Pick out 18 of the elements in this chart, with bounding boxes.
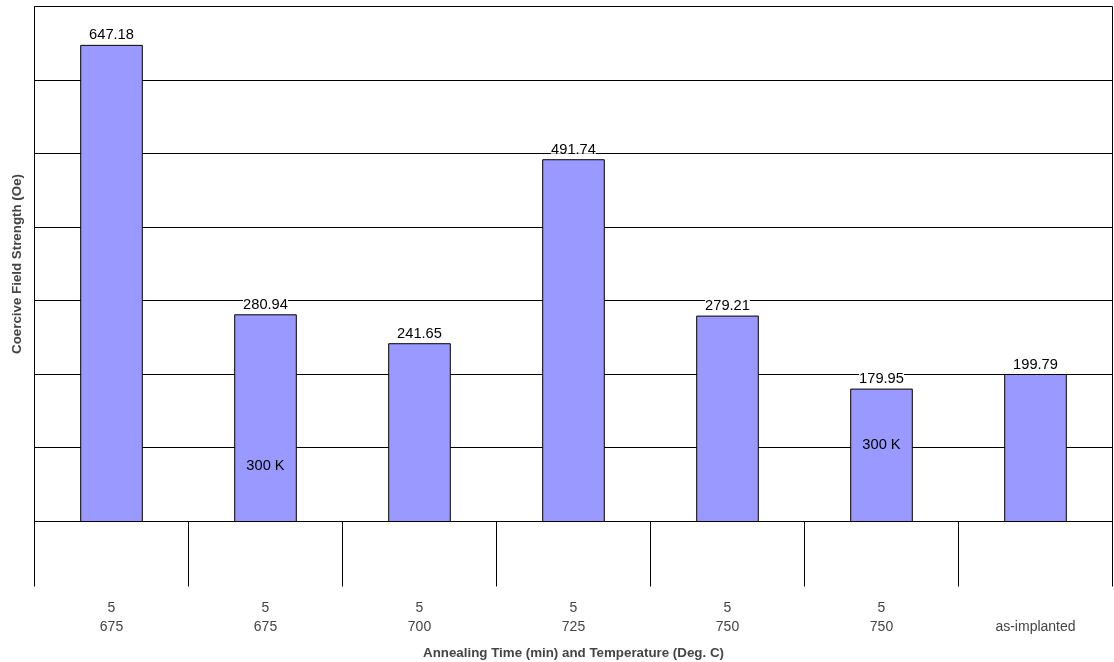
data-label: 491.74 — [551, 140, 596, 157]
data-label: 279.21 — [705, 297, 750, 314]
x-tick-label: 5 675 — [253, 598, 278, 634]
x-tick-label: 5 725 — [561, 598, 586, 634]
x-tick-label: 5 750 — [715, 598, 740, 634]
x-tick-label: 5 750 — [869, 598, 894, 634]
annotation: 300 K — [862, 436, 901, 453]
data-label: 241.65 — [397, 324, 442, 341]
data-label: 199.79 — [1013, 355, 1058, 372]
x-tick-label: 5 675 — [99, 598, 124, 634]
annotation: 300 K — [246, 456, 285, 473]
x-axis-title: Annealing Time (min) and Temperature (Deg. C) — [423, 644, 724, 660]
y-axis-title: Coercive Field Strength (Oe) — [8, 174, 24, 354]
x-tick-label: 5 700 — [407, 598, 432, 634]
data-label: 179.95 — [859, 370, 904, 387]
data-label: 280.94 — [243, 295, 288, 312]
x-tick-label: as-implanted — [995, 617, 1076, 634]
data-label: 647.18 — [89, 26, 134, 43]
